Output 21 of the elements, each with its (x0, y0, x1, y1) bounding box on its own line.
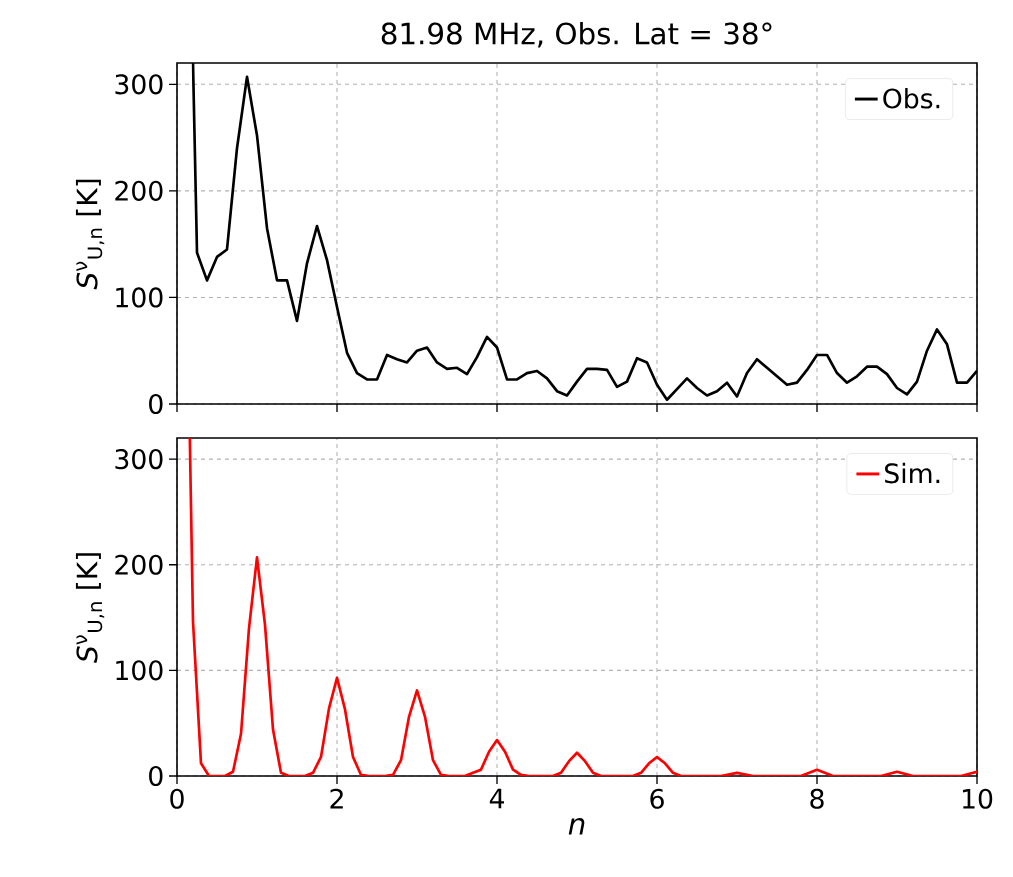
legend-label: Sim. (885, 462, 940, 484)
y-tick-label: 100 (116, 660, 163, 681)
x-tick-label: 10 (962, 788, 993, 809)
y-axis-title: S$^{ν}$$_{U,n}$ [K] (75, 179, 105, 290)
x-tick-label: 4 (489, 788, 504, 809)
y-axis-title: S$^{ν}$$_{U,n}$ [K] (75, 553, 105, 663)
y-tick-label: 300 (115, 74, 163, 95)
y-tick-label: 200 (115, 180, 163, 201)
chart-title: 81.98 MHz, Obs. Lat = 38° (381, 21, 772, 48)
y-tick-label: 0 (149, 393, 163, 415)
x-axis-title: n (568, 818, 585, 835)
x-tick-label: 8 (810, 788, 824, 809)
x-tick-label: 6 (650, 788, 664, 809)
x-tick-label: 2 (330, 788, 343, 809)
y-tick-label: 300 (115, 449, 163, 470)
line-series (188, 437, 977, 776)
y-tick-label: 0 (149, 765, 163, 787)
x-tick-label: 0 (170, 788, 184, 809)
y-tick-label: 100 (116, 287, 163, 308)
legend-label: Obs. (883, 87, 940, 109)
y-tick-label: 200 (115, 554, 163, 575)
